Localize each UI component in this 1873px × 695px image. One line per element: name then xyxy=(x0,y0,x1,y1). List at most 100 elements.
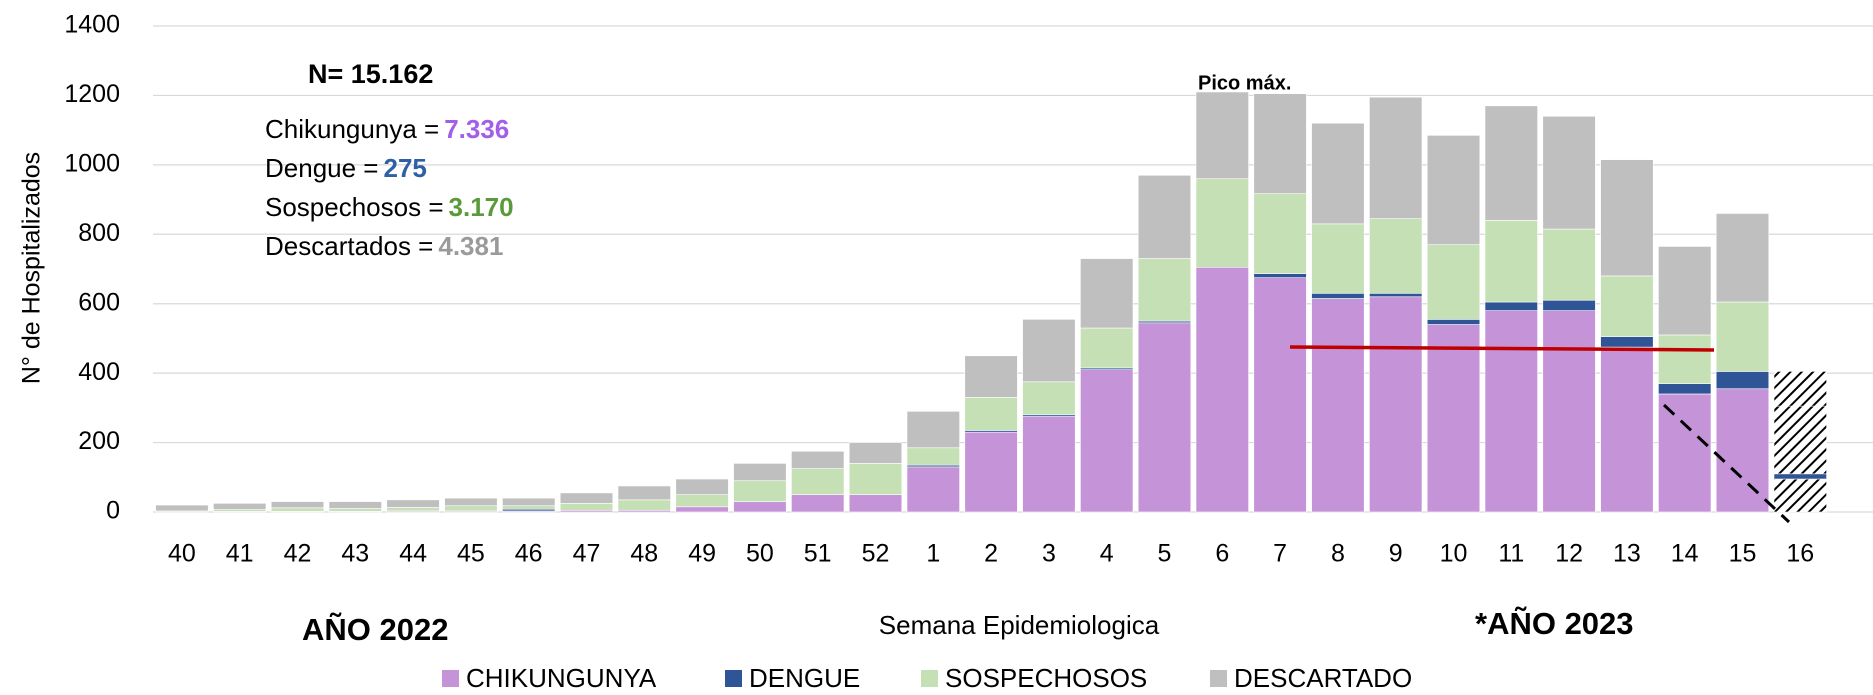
bar-segment xyxy=(328,508,382,512)
bar-segment xyxy=(848,442,903,464)
bar-segment xyxy=(559,503,614,511)
legend-label: DENGUE xyxy=(749,663,860,693)
bar-segment xyxy=(1715,388,1770,513)
bar-segment xyxy=(1542,115,1596,230)
trend-line xyxy=(1289,345,1715,352)
x-tick-label: 42 xyxy=(284,540,312,568)
x-tick-label: 51 xyxy=(804,540,832,568)
bar-segment xyxy=(1311,298,1365,513)
x-tick-label: 15 xyxy=(1729,540,1757,568)
summary-label: Descartados = xyxy=(265,231,433,261)
legend-label: CHIKUNGUNYA xyxy=(466,663,657,693)
x-tick-label: 43 xyxy=(341,540,369,568)
bar-segment xyxy=(791,468,845,495)
y-tick-label: 200 xyxy=(78,427,120,455)
bar-segment xyxy=(1369,292,1423,298)
bar-segment xyxy=(1311,223,1365,294)
bar-segment xyxy=(1773,473,1827,480)
summary-label: Sospechosos = xyxy=(265,192,444,222)
bar-segment xyxy=(1484,310,1538,513)
bar-segment xyxy=(1773,371,1827,407)
total-annotation: N= 15.162 xyxy=(308,59,433,89)
bar-segment xyxy=(1773,478,1827,513)
bar-segment xyxy=(1542,310,1596,513)
bar-segment xyxy=(906,447,960,466)
bar-segment xyxy=(270,507,325,512)
bar-segment xyxy=(1426,244,1481,320)
y-tick-label: 1400 xyxy=(64,11,120,39)
bar-segment xyxy=(1369,296,1423,513)
x-tick-label: 45 xyxy=(457,540,485,568)
x-tick-label: 12 xyxy=(1555,540,1583,568)
bar-segment xyxy=(1311,122,1365,225)
y-tick-label: 800 xyxy=(78,219,120,247)
summary-value: 7.336 xyxy=(444,114,509,144)
summary-line: Descartados = 4.381 xyxy=(265,231,503,261)
bar-segment xyxy=(386,507,440,512)
bar-segment xyxy=(1253,277,1307,513)
bar-segment xyxy=(1658,393,1712,513)
x-tick-label: 41 xyxy=(226,540,254,568)
bar-segment xyxy=(444,497,498,507)
bar-segment xyxy=(270,501,325,509)
x-tick-label: 13 xyxy=(1613,540,1641,568)
legend-swatch xyxy=(725,670,742,687)
x-tick-label: 2 xyxy=(984,540,998,568)
x-tick-label: 8 xyxy=(1331,540,1345,568)
y-tick-label: 600 xyxy=(78,288,120,316)
bar-segment xyxy=(444,505,498,512)
legend-swatch xyxy=(442,670,459,687)
summary-label: Chikungunya = xyxy=(265,114,439,144)
bar-segment xyxy=(1484,220,1538,303)
trend-projection xyxy=(1662,403,1791,524)
bar-segment xyxy=(1484,105,1538,221)
summary-value: 275 xyxy=(383,153,426,183)
bar-segment xyxy=(675,478,729,495)
bar-segment xyxy=(213,503,267,510)
bar-segment xyxy=(617,485,671,501)
x-tick-label: 6 xyxy=(1215,540,1229,568)
bar-segment xyxy=(1253,193,1307,274)
x-tick-label: 10 xyxy=(1440,540,1468,568)
bar-segment xyxy=(733,463,787,482)
bar-segment xyxy=(1311,292,1365,299)
bar-segment xyxy=(502,497,556,507)
y-tick-label: 1200 xyxy=(64,80,120,108)
bar-segment xyxy=(386,499,440,508)
y-axis-label: N° de Hospitalizados xyxy=(18,152,46,384)
bar-segment xyxy=(791,494,845,513)
bar-segment xyxy=(1080,258,1134,329)
year-label: *AÑO 2023 xyxy=(1475,606,1634,641)
bar-segment xyxy=(328,501,382,509)
x-tick-label: 7 xyxy=(1273,540,1287,568)
bar-segment xyxy=(1369,218,1423,294)
summary-line: Dengue = 275 xyxy=(265,153,427,183)
bar-segment xyxy=(1253,273,1307,278)
bar-segment xyxy=(155,504,209,512)
x-tick-label: 48 xyxy=(630,540,658,568)
bar-segment xyxy=(502,505,556,510)
bar-segment xyxy=(848,463,903,495)
bar-segment xyxy=(791,450,845,469)
x-tick-label: 16 xyxy=(1786,540,1814,568)
bar-segment xyxy=(1600,275,1654,337)
bar-segment xyxy=(964,355,1018,398)
bar-segment xyxy=(1080,327,1134,369)
x-tick-label: 52 xyxy=(862,540,890,568)
x-tick-label: 46 xyxy=(515,540,543,568)
bar-segment xyxy=(1022,416,1076,513)
bar-segment xyxy=(1137,322,1192,513)
bar-segment xyxy=(1253,93,1307,194)
x-tick-label: 49 xyxy=(688,540,716,568)
y-tick-label: 0 xyxy=(106,497,120,525)
summary-label: Dengue = xyxy=(265,153,378,183)
summary-line: Sospechosos = 3.170 xyxy=(265,192,514,222)
bar-segment xyxy=(1369,96,1423,219)
bar-segment xyxy=(1715,301,1770,372)
bar-segment xyxy=(733,501,787,513)
bar-segment xyxy=(1600,159,1654,277)
bar-segment xyxy=(733,480,787,502)
bar-segment xyxy=(1658,334,1712,384)
x-tick-label: 47 xyxy=(573,540,601,568)
